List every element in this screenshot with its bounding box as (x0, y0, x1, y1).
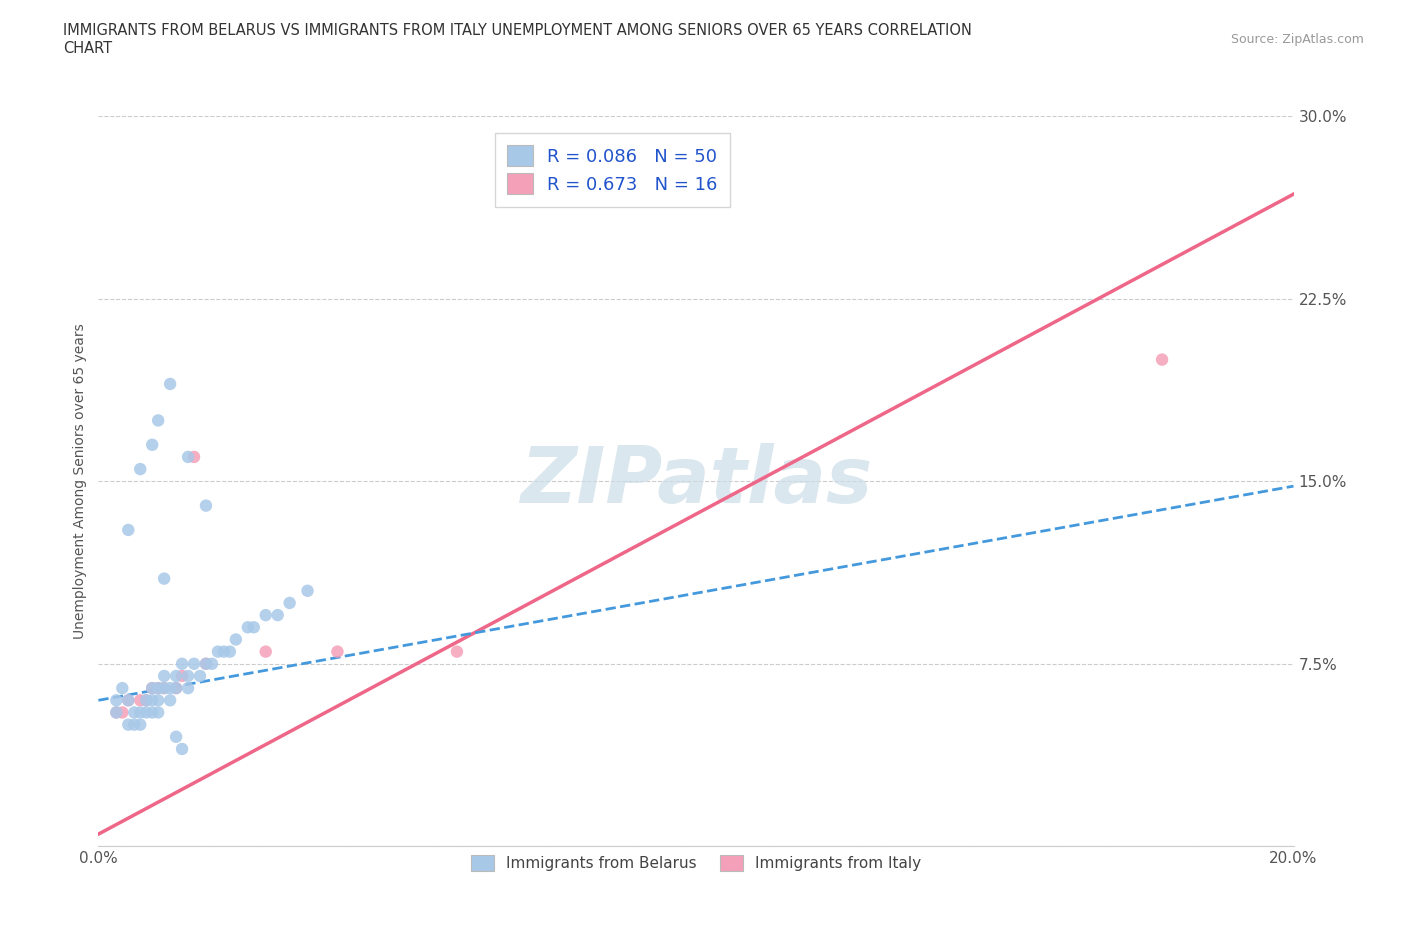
Point (219, 644, 242, 659)
Point (159, 693, 181, 708)
Point (111, 705, 134, 720)
Point (148, 413, 170, 428)
Point (165, 669, 187, 684)
Point (135, 693, 157, 708)
Point (183, 657, 205, 671)
Point (141, 437, 163, 452)
Point (254, 607, 277, 622)
Point (172, 741, 194, 756)
Point (141, 681, 163, 696)
Point (117, 693, 139, 708)
Text: ZIPatlas: ZIPatlas (520, 444, 872, 519)
Point (212, 644, 235, 659)
Point (297, 583, 319, 598)
Point (148, 681, 170, 696)
Point (183, 449, 205, 464)
Point (195, 657, 218, 671)
Legend: Immigrants from Belarus, Immigrants from Italy: Immigrants from Belarus, Immigrants from… (464, 847, 928, 879)
Point (124, 717, 146, 732)
Point (117, 717, 139, 732)
Point (446, 644, 468, 659)
Point (159, 377, 181, 392)
Point (165, 729, 187, 744)
Point (326, 644, 349, 659)
Point (153, 681, 176, 696)
Point (177, 449, 200, 464)
Point (105, 705, 128, 720)
Point (236, 620, 259, 635)
Point (148, 693, 170, 708)
Point (141, 681, 163, 696)
Point (188, 669, 211, 684)
Point (1152, 352, 1174, 367)
Point (195, 498, 218, 513)
Point (105, 693, 128, 708)
Point (111, 681, 134, 696)
Point (129, 693, 152, 708)
Point (278, 595, 301, 610)
Point (159, 681, 181, 696)
Point (135, 693, 157, 708)
Point (172, 657, 194, 671)
Point (153, 681, 176, 696)
Point (153, 571, 176, 586)
Point (117, 693, 139, 708)
Point (177, 681, 200, 696)
Point (254, 644, 277, 659)
Point (141, 705, 163, 720)
Point (105, 705, 128, 720)
Point (172, 669, 194, 684)
Point (135, 705, 157, 720)
Point (148, 681, 170, 696)
Point (195, 657, 218, 671)
Point (243, 620, 266, 635)
Point (129, 717, 152, 732)
Point (141, 693, 163, 708)
Point (124, 705, 146, 720)
Point (177, 669, 200, 684)
Point (207, 644, 229, 659)
Point (129, 705, 152, 720)
Point (117, 523, 139, 538)
Point (153, 669, 176, 684)
Point (225, 632, 247, 647)
Point (129, 461, 152, 476)
Point (201, 657, 224, 671)
Y-axis label: Unemployment Among Seniors over 65 years: Unemployment Among Seniors over 65 years (73, 324, 87, 639)
Text: IMMIGRANTS FROM BELARUS VS IMMIGRANTS FROM ITALY UNEMPLOYMENT AMONG SENIORS OVER: IMMIGRANTS FROM BELARUS VS IMMIGRANTS FR… (63, 23, 972, 56)
Point (267, 607, 290, 622)
Point (148, 705, 170, 720)
Point (165, 681, 187, 696)
Text: Source: ZipAtlas.com: Source: ZipAtlas.com (1230, 33, 1364, 46)
Point (165, 681, 187, 696)
